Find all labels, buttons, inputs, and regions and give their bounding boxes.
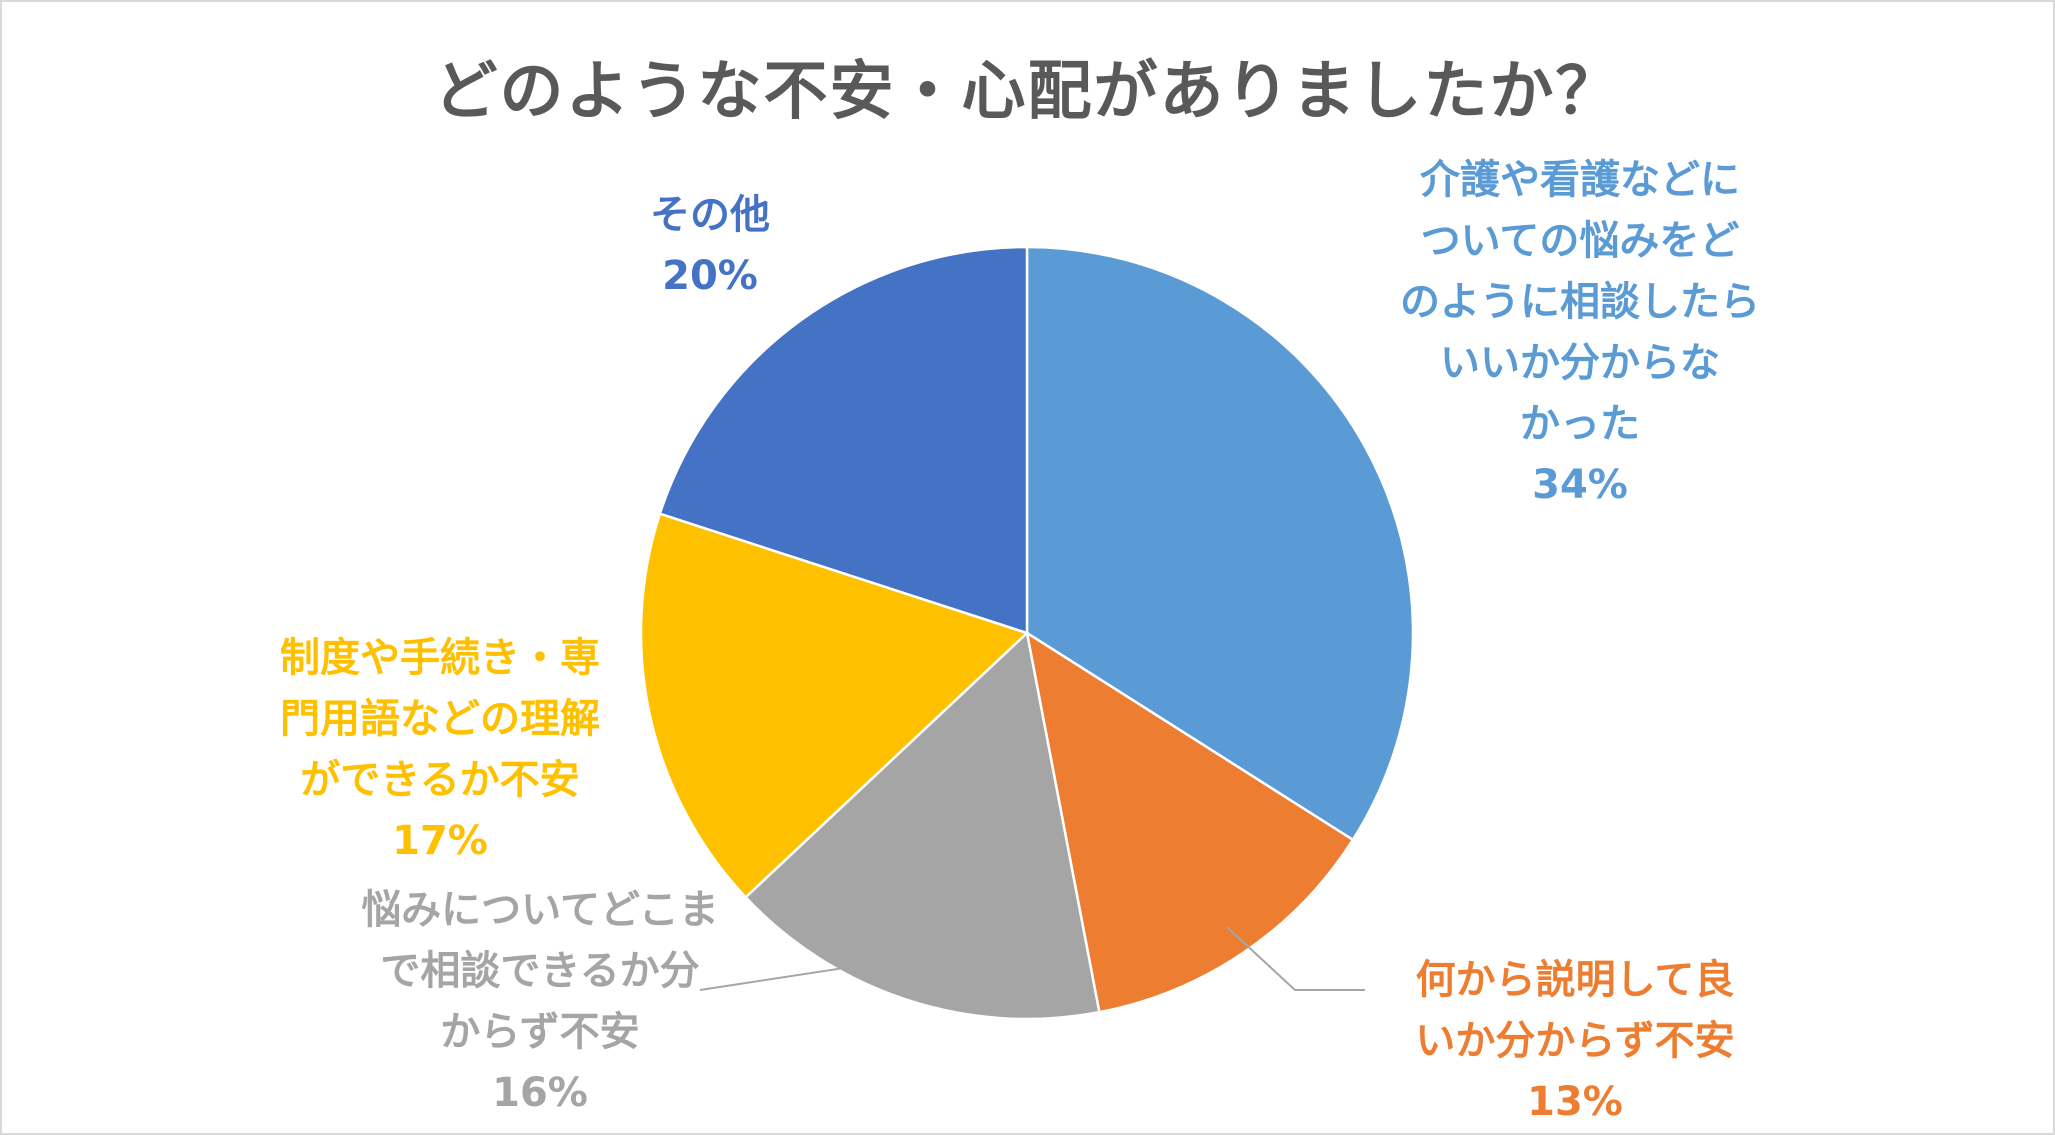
leader-line-explain — [1225, 925, 1365, 991]
data-label-percent: 20% — [662, 253, 758, 299]
data-label-line: かった — [1520, 401, 1640, 447]
data-label-percent: 13% — [1527, 1079, 1623, 1125]
data-label-line: ができるか不安 — [300, 757, 580, 803]
data-label-line: その他 — [650, 192, 770, 238]
data-label-line: のように相談したら — [1400, 279, 1760, 325]
pie-slice-explain — [1025, 630, 1355, 1014]
data-label-line: からず不安 — [440, 1009, 640, 1055]
chart-title: どのような不安・心配がありましたか？ — [433, 55, 1622, 129]
pie-slice-extent — [743, 630, 1101, 1021]
data-label-line: いか分からず不安 — [1415, 1018, 1735, 1064]
pie-slice-care-consult — [1025, 245, 1415, 842]
data-label-explain: 何から説明して良 いか分からず不安 13% — [1370, 950, 1780, 1133]
data-label-line: ついての悩みをど — [1420, 218, 1740, 264]
data-label-line: 何から説明して良 — [1415, 957, 1735, 1003]
data-label-line: 制度や手続き・専 — [280, 635, 600, 681]
data-label-care-consult: 介護や看護などに ついての悩みをど のように相談したら いいか分からな かった 34% — [1380, 150, 1780, 516]
pie-slice-procedures — [639, 512, 1030, 900]
data-label-other: その他 20% — [560, 185, 860, 307]
data-label-line: で相談できるか分 — [380, 948, 700, 994]
data-label-percent: 17% — [392, 818, 488, 864]
data-label-procedures: 制度や手続き・専 門用語などの理解 ができるか不安 17% — [250, 628, 630, 872]
data-label-extent: 悩みについてどこま で相談できるか分 からず不安 16% — [330, 880, 750, 1124]
data-label-line: 悩みについてどこま — [361, 887, 719, 933]
data-label-percent: 16% — [492, 1070, 588, 1116]
data-label-line: 門用語などの理解 — [280, 696, 600, 742]
leader-line-extent — [699, 955, 923, 991]
data-label-line: いいか分からな — [1440, 340, 1720, 386]
data-label-line: 介護や看護などに — [1420, 157, 1740, 203]
data-label-percent: 34% — [1532, 462, 1628, 508]
pie-slice-other — [658, 245, 1029, 635]
